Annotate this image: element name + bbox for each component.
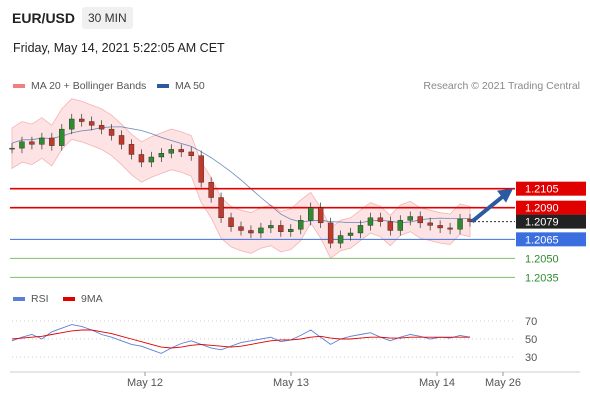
symbol-label: EUR/USD — [12, 10, 76, 26]
candle-body — [218, 197, 224, 219]
candle-body — [108, 128, 115, 136]
x-tick-label: May 14 — [419, 377, 455, 389]
candle-body — [357, 225, 364, 234]
timestamp: Friday, May 14, 2021 5:22:05 AM CET — [13, 41, 225, 55]
candle-body — [98, 125, 105, 130]
ma20-label: MA 20 + Bollinger Bands — [31, 80, 147, 92]
rsi-label: RSI — [31, 293, 49, 305]
candle-body — [327, 222, 334, 244]
ma50-label: MA 50 — [175, 80, 205, 92]
level-label-1.2035: 1.2035 — [525, 272, 559, 284]
credit-text: Research © 2021 Trading Central — [423, 80, 580, 92]
candle-body — [397, 220, 404, 231]
candle-body — [228, 217, 234, 227]
candle-body — [347, 232, 354, 236]
candle-body — [78, 118, 85, 122]
candle-body — [118, 135, 125, 145]
candle-body — [337, 235, 344, 244]
rsi-line — [11, 324, 471, 354]
candle-body — [427, 222, 433, 226]
legend-rsi-ma: 9MA — [63, 293, 103, 305]
forecast-arrow-head — [497, 188, 513, 203]
rsi-ma-label: 9MA — [81, 293, 103, 305]
candle-body — [39, 137, 45, 145]
level-badge-1.2105 — [516, 181, 586, 196]
candle-body — [198, 155, 204, 183]
bollinger-band — [11, 98, 471, 259]
legend-ma20: MA 20 + Bollinger Bands — [13, 80, 146, 92]
current-price-badge — [516, 214, 586, 229]
candle-body — [128, 144, 135, 155]
level-label-1.2105: 1.2105 — [525, 184, 559, 196]
candle-body — [248, 230, 254, 234]
candle-body — [188, 151, 194, 156]
level-label-1.2090: 1.2090 — [525, 203, 559, 215]
candle-body — [317, 207, 324, 224]
candle-body — [367, 217, 374, 226]
candle-body — [59, 128, 65, 146]
ma50-line — [11, 126, 470, 224]
candle-body — [138, 154, 145, 163]
ma50-swatch — [157, 84, 169, 89]
ma20-swatch — [13, 84, 25, 89]
x-tick-label: May 26 — [485, 377, 521, 389]
candle-body — [148, 156, 155, 163]
candle-body — [268, 225, 274, 229]
chart-header: EUR/USD 30 MIN — [0, 0, 590, 36]
candle-body — [49, 137, 55, 146]
timeframe-badge[interactable]: 30 MIN — [82, 7, 133, 29]
candle-body — [9, 147, 15, 150]
candle-body — [417, 216, 423, 224]
level-badge-1.2090 — [516, 200, 586, 215]
candle-body — [387, 221, 394, 231]
rsi-tick-50: 50 — [525, 334, 537, 346]
level-badge-1.2065 — [516, 232, 586, 247]
candle-body — [457, 218, 463, 230]
candle-body — [208, 182, 214, 198]
legend-rsi: RSI — [13, 293, 49, 305]
candle-body — [258, 227, 264, 234]
rsi-swatch — [13, 297, 25, 302]
candle-body — [278, 225, 284, 232]
current-price-label: 1.2079 — [525, 217, 559, 229]
candle-body — [447, 227, 453, 230]
candle-body — [69, 118, 75, 130]
x-tick-label: May 12 — [127, 377, 163, 389]
candle-body — [437, 225, 443, 229]
candle-body — [298, 220, 304, 230]
legend-ma50: MA 50 — [157, 80, 205, 92]
rsi-ma-swatch — [63, 297, 75, 302]
candle-body — [29, 141, 35, 145]
rsi-ma-line — [11, 329, 470, 349]
candle-body — [307, 207, 314, 221]
rsi-tick-70: 70 — [525, 316, 537, 328]
candle-body — [238, 226, 244, 231]
rsi-tick-30: 30 — [525, 352, 537, 364]
candle-body — [88, 121, 95, 126]
candle-body — [19, 141, 25, 149]
candle-body — [377, 217, 384, 222]
candle-body — [168, 149, 175, 154]
candle-body — [288, 228, 294, 232]
candle-body — [407, 216, 413, 221]
x-tick-label: May 13 — [273, 377, 309, 389]
forecast-arrow-shaft — [470, 193, 507, 224]
level-label-1.2050: 1.2050 — [525, 253, 559, 265]
candle-body — [158, 152, 165, 158]
candle-body — [178, 149, 184, 153]
level-label-1.2065: 1.2065 — [525, 234, 559, 246]
